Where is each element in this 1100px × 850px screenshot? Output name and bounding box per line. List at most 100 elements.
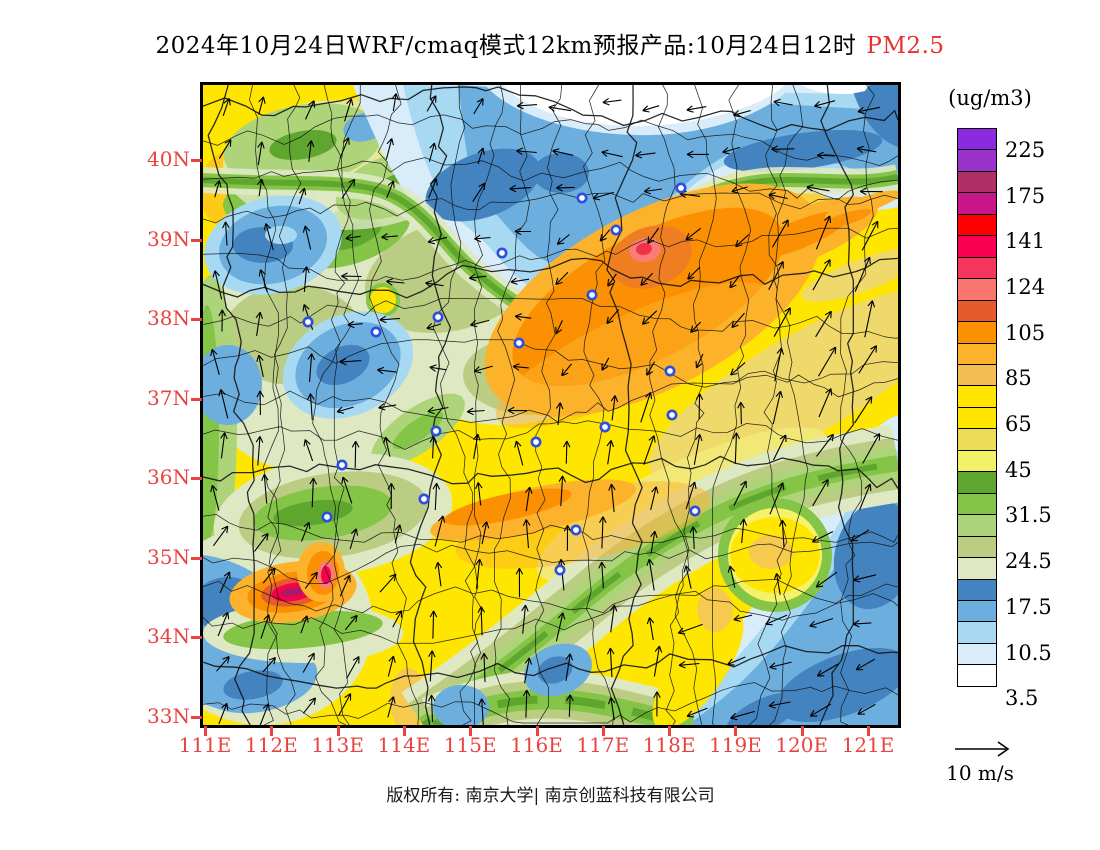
lon-tick: [469, 726, 473, 736]
wind-arrow: [263, 223, 274, 251]
wind-arrow: [864, 300, 876, 338]
legend-cell: [957, 557, 997, 580]
wind-arrow: [815, 571, 838, 588]
city-marker: [336, 459, 348, 471]
wind-arrow: [475, 482, 483, 506]
wind-arrow: [429, 610, 438, 639]
wind-arrow: [812, 479, 829, 507]
city-marker: [432, 311, 444, 323]
wind-arrow: [556, 183, 575, 192]
wind-arrow: [256, 354, 264, 378]
legend-cell: [957, 235, 997, 259]
wind-arrow: [429, 436, 438, 459]
wind-arrow: [339, 574, 351, 597]
wind-arrow: [432, 482, 441, 511]
legend-cell: [957, 406, 997, 430]
wind-arrow: [561, 363, 572, 377]
wind-arrow: [686, 150, 709, 159]
wind-arrow: [686, 707, 708, 718]
wind-arrow: [856, 145, 877, 154]
city-marker: [554, 564, 566, 576]
city-marker: [610, 224, 622, 236]
wind-arrow: [609, 604, 618, 633]
wind-arrow: [385, 138, 394, 160]
wind-arrow: [344, 614, 358, 631]
legend-cell: [957, 256, 997, 280]
wind-arrow: [607, 273, 617, 287]
wind-arrow: [566, 694, 574, 717]
map-area: [200, 82, 901, 728]
wind-arrow: [427, 694, 436, 722]
lat-label-33N: 33N: [147, 703, 190, 728]
lon-label-114E: 114E: [377, 733, 431, 757]
lon-tick: [800, 726, 804, 736]
wind-arrow: [257, 178, 265, 197]
wind-arrow: [555, 402, 564, 426]
wind-arrow: [349, 528, 359, 550]
lat-tick: [191, 556, 202, 560]
legend-value: 17.5: [1005, 594, 1052, 619]
wind-arrow: [521, 604, 529, 634]
legend-cell: [957, 213, 997, 237]
wind-arrow: [302, 225, 312, 250]
wind-arrow: [472, 182, 486, 202]
wind-arrow: [302, 266, 310, 293]
wind-arrow: [642, 105, 660, 113]
wind-arrow: [778, 519, 787, 548]
wind-arrow: [640, 392, 653, 423]
wind-arrow: [809, 617, 834, 628]
legend-cell: [957, 492, 997, 516]
lat-label-35N: 35N: [147, 544, 190, 569]
wind-arrow: [852, 619, 872, 628]
legend-cell: [957, 471, 997, 495]
lon-label-120E: 120E: [775, 733, 829, 757]
wind-arrow: [555, 271, 569, 286]
wind-arrow: [346, 656, 360, 679]
legend-cell: [957, 578, 997, 602]
wind-arrow: [563, 525, 572, 551]
wind-arrow: [850, 529, 870, 542]
wind-arrow: [522, 519, 531, 549]
wind-arrow: [428, 142, 437, 162]
wind-arrow: [309, 477, 317, 508]
wind-arrow: [773, 572, 782, 595]
legend-cell: [957, 385, 997, 409]
legend-cell: [957, 642, 997, 666]
lat-tick: [191, 715, 202, 719]
wind-arrow: [598, 561, 606, 589]
wind-arrow: [722, 146, 741, 155]
legend-value: 175: [1005, 183, 1046, 208]
figure-title: 2024年10月24日WRF/cmaq模式12km预报产品:10月24日12时 P…: [0, 26, 1100, 60]
wind-arrow: [606, 309, 620, 325]
legend-cell: [957, 299, 997, 323]
wind-arrow: [481, 521, 490, 545]
wind-arrow: [635, 151, 656, 159]
wind-arrow: [427, 406, 449, 415]
wind-arrow: [466, 407, 485, 416]
legend-cell: [957, 342, 997, 366]
wind-arrow: [768, 261, 784, 291]
wind-arrow: [647, 227, 660, 244]
wind-arrow: [765, 614, 788, 626]
wind-arrow: [650, 486, 659, 511]
legend-value: 3.5: [1005, 686, 1039, 711]
wind-arrow: [687, 266, 701, 280]
wind-arrow: [811, 531, 834, 543]
wind-arrow: [336, 406, 354, 414]
wind-arrow: [607, 697, 616, 721]
wind-arrow: [854, 396, 873, 424]
wind-arrow: [212, 270, 223, 300]
city-marker: [689, 505, 701, 517]
wind-arrow: [735, 234, 750, 248]
wind-arrow: [256, 390, 264, 416]
wind-arrow: [855, 658, 875, 671]
city-marker: [302, 316, 314, 328]
title-text: 2024年10月24日WRF/cmaq模式12km预报产品:10月24日12时: [155, 33, 857, 59]
wind-arrow: [769, 482, 785, 515]
wind-arrow: [218, 702, 229, 725]
wind-arrow: [859, 483, 872, 511]
wind-arrow: [386, 278, 405, 286]
city-marker: [599, 421, 611, 433]
wind-arrow: [685, 481, 697, 510]
wind-arrow: [378, 403, 397, 411]
